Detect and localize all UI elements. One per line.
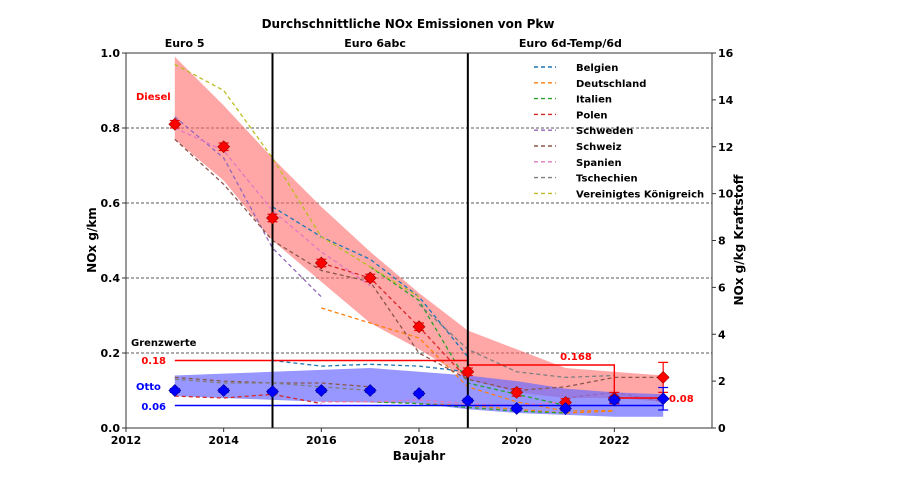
diesel-mean-marker bbox=[510, 385, 524, 399]
x-tick-label: 2012 bbox=[111, 434, 142, 447]
period-labels: Euro 5 Euro 6abc Euro 6d-Temp/6d bbox=[165, 37, 622, 50]
series-line-spanien-diesel bbox=[174, 127, 371, 287]
otto-mean-marker bbox=[217, 384, 231, 397]
limits-label: Grenzwerte bbox=[131, 338, 197, 349]
diesel-limit-label-0168: 0.168 bbox=[560, 352, 592, 363]
legend-label: Vereinigtes Königreich bbox=[576, 189, 704, 200]
otto-mean-marker bbox=[266, 385, 279, 399]
x-tick-label: 2022 bbox=[599, 434, 630, 447]
y-tick-label: 1.0 bbox=[101, 47, 121, 60]
chart-title: Durchschnittliche NOx Emissionen von Pkw bbox=[262, 17, 555, 31]
series-line-belgien-diesel bbox=[272, 206, 469, 358]
y-right-tick-label: 4 bbox=[718, 328, 726, 341]
x-tick-label: 2016 bbox=[306, 434, 337, 447]
y-right-tick-label: 8 bbox=[718, 235, 726, 248]
diesel-range-band bbox=[174, 56, 664, 402]
legend-label: Deutschland bbox=[576, 79, 646, 90]
series-line-italien-otto bbox=[370, 401, 566, 414]
diesel-mean-marker bbox=[461, 365, 475, 379]
otto-mean-marker bbox=[314, 384, 328, 397]
legend-label: Schweiz bbox=[576, 142, 622, 153]
otto-mean-marker bbox=[168, 384, 182, 397]
limit-lines bbox=[174, 359, 664, 407]
legend-label: Spanien bbox=[576, 158, 622, 169]
legend-label: Italien bbox=[576, 95, 612, 106]
x-tick-label: 2020 bbox=[501, 434, 532, 447]
legend-label: Schweden bbox=[576, 126, 633, 137]
y-axis-right-label: NOx g/kg Kraftstoff bbox=[732, 174, 746, 305]
series-line-vereinigtes-k-nigreich-diesel bbox=[174, 63, 420, 298]
y-tick-label: 0.4 bbox=[101, 272, 121, 285]
y-right-tick-label: 16 bbox=[718, 47, 734, 60]
legend-label: Tschechien bbox=[576, 174, 638, 185]
series-line-polen-otto bbox=[174, 393, 322, 405]
otto-mean-marker bbox=[559, 402, 572, 415]
series-line-polen-diesel bbox=[321, 262, 469, 380]
diesel-limit-line bbox=[174, 359, 664, 399]
diesel-label: Diesel bbox=[136, 92, 171, 103]
x-axis-ticks: 2012 2014 2016 2018 2020 2022 bbox=[111, 428, 630, 447]
y-tick-label: 0.6 bbox=[101, 197, 121, 210]
x-tick-label: 2018 bbox=[404, 434, 435, 447]
otto-mean-marker bbox=[510, 402, 524, 415]
series-line-schweden-diesel bbox=[174, 116, 322, 298]
y-right-tick-label: 2 bbox=[718, 375, 726, 388]
otto-mean-marker bbox=[363, 384, 377, 397]
otto-label: Otto bbox=[136, 382, 161, 393]
period-label: Euro 5 bbox=[165, 37, 205, 50]
legend-label: Belgien bbox=[576, 63, 618, 74]
diesel-mean-marker bbox=[217, 140, 231, 154]
diesel-mean-marker bbox=[266, 211, 279, 225]
legend: Belgien Deutschland Italien Polen Schweden Sc… bbox=[534, 63, 704, 200]
mean-markers bbox=[168, 117, 670, 415]
series-line-schweiz-otto bbox=[174, 376, 371, 388]
series-line-tschechien-otto bbox=[174, 378, 371, 392]
y-right-tick-label: 0 bbox=[718, 422, 726, 435]
series-line-belgien-otto bbox=[272, 359, 468, 373]
series-line-tschechien-diesel bbox=[418, 303, 615, 379]
diesel-mean-marker bbox=[412, 320, 426, 334]
y-tick-label: 0.2 bbox=[101, 347, 121, 360]
period-label: Euro 6d-Temp/6d bbox=[519, 37, 622, 50]
series-line-schweiz-diesel bbox=[174, 138, 664, 392]
y-tick-label: 0.0 bbox=[101, 422, 121, 435]
diesel-mean-marker bbox=[314, 256, 328, 270]
diesel-mean-marker bbox=[656, 370, 670, 384]
otto-limit-label-006: 0.06 bbox=[141, 402, 166, 413]
period-label: Euro 6abc bbox=[344, 37, 406, 50]
otto-mean-marker bbox=[607, 393, 621, 407]
y-axis-label: NOx g/km bbox=[85, 207, 99, 273]
diesel-limit-label-018: 0.18 bbox=[141, 356, 166, 367]
y-right-tick-label: 14 bbox=[718, 94, 734, 107]
y-right-tick-label: 12 bbox=[718, 141, 733, 154]
diesel-limit-label-008: 0.08 bbox=[669, 394, 694, 405]
diesel-mean-marker bbox=[168, 117, 182, 131]
y-right-tick-label: 6 bbox=[718, 281, 726, 294]
otto-mean-marker bbox=[412, 387, 426, 400]
diesel-mean-marker bbox=[363, 271, 377, 285]
y-axis-ticks: 0.0 0.2 0.4 0.6 0.8 1.0 bbox=[101, 47, 126, 435]
x-axis-label: Baujahr bbox=[393, 449, 446, 463]
y-right-tick-label: 10 bbox=[718, 188, 734, 201]
y-axis-right-ticks: 0 2 4 6 8 10 12 14 16 bbox=[712, 47, 734, 435]
y-tick-label: 0.8 bbox=[101, 122, 121, 135]
legend-label: Polen bbox=[576, 110, 608, 121]
otto-mean-marker bbox=[656, 392, 670, 406]
x-tick-label: 2014 bbox=[208, 434, 239, 447]
otto-mean-marker bbox=[461, 394, 475, 408]
